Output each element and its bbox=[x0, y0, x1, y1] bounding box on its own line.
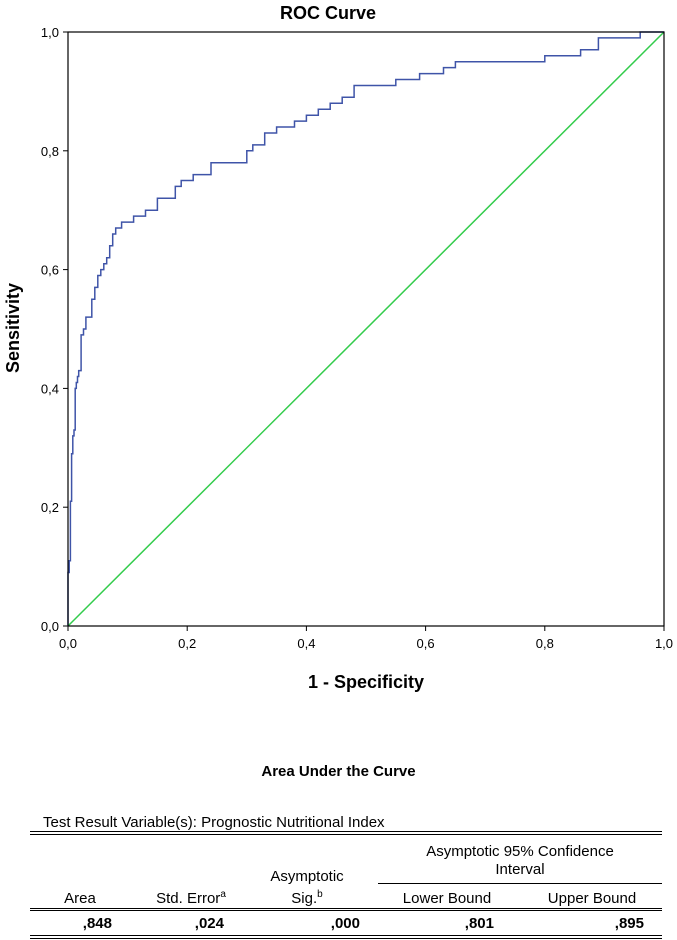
table-top-rule bbox=[30, 831, 662, 832]
std-error-header-label: Std. Error bbox=[156, 890, 221, 907]
lower-bound-header: Lower Bound bbox=[402, 890, 492, 907]
chart-title: ROC Curve bbox=[280, 3, 376, 23]
axis-ticks: 0,0 0,2 0,4 0,6 0,8 1,0 0,0 0,2 0,4 0,6 0,8 1,0 bbox=[41, 25, 673, 651]
std-error-header: Std. Errora bbox=[136, 886, 246, 908]
ci-header-line2: Interval bbox=[495, 861, 545, 878]
sig-header: Asymptotic Sig.b bbox=[252, 868, 362, 908]
y-tick-label: 1,0 bbox=[41, 25, 59, 40]
y-tick-label: 0,8 bbox=[41, 144, 59, 159]
x-tick-label: 1,0 bbox=[655, 636, 673, 651]
roc-chart: ROC Curve Sensitivity 1 - Specificity 0,… bbox=[3, 3, 673, 692]
upper-bound-header: Upper Bound bbox=[547, 890, 637, 907]
ci-header-rule bbox=[378, 883, 662, 884]
x-tick-label: 0,4 bbox=[297, 636, 315, 651]
auc-table-title: Area Under the Curve bbox=[261, 763, 416, 780]
lower-bound-value: ,801 bbox=[464, 915, 494, 932]
y-tick-label: 0,4 bbox=[41, 381, 59, 396]
table-bottom-rule bbox=[30, 938, 662, 939]
ci-header-line1: Asymptotic 95% Confidence bbox=[426, 843, 614, 860]
std-error-value: ,024 bbox=[194, 915, 224, 932]
x-axis-label: 1 - Specificity bbox=[308, 672, 424, 692]
ci-header: Asymptotic 95% Confidence Interval bbox=[378, 843, 662, 879]
y-tick-label: 0,6 bbox=[41, 263, 59, 278]
area-header: Area bbox=[64, 890, 96, 907]
y-tick-label: 0,2 bbox=[41, 500, 59, 515]
upper-bound-value: ,895 bbox=[614, 915, 644, 932]
y-tick-label: 0,0 bbox=[41, 619, 59, 634]
sig-header-line1: Asymptotic bbox=[270, 868, 344, 885]
sig-footnote-marker: b bbox=[317, 889, 323, 900]
sig-header-line2: Sig. bbox=[291, 890, 318, 907]
y-axis-label: Sensitivity bbox=[3, 283, 23, 373]
table-bottom-rule bbox=[30, 935, 662, 936]
plot-frame bbox=[67, 31, 665, 627]
reference-line bbox=[67, 31, 665, 627]
header-bottom-rule bbox=[30, 910, 662, 911]
x-tick-label: 0,2 bbox=[178, 636, 196, 651]
table-top-rule bbox=[30, 834, 662, 835]
roc-curve-line bbox=[67, 31, 664, 626]
x-tick-label: 0,8 bbox=[536, 636, 554, 651]
x-tick-label: 0,0 bbox=[59, 636, 77, 651]
x-tick-label: 0,6 bbox=[417, 636, 435, 651]
header-bottom-rule bbox=[30, 908, 662, 909]
std-error-footnote-marker: a bbox=[220, 889, 226, 900]
area-value: ,848 bbox=[82, 915, 112, 932]
sig-value: ,000 bbox=[330, 915, 360, 932]
auc-table-subtitle: Test Result Variable(s): Prognostic Nutr… bbox=[43, 814, 385, 831]
